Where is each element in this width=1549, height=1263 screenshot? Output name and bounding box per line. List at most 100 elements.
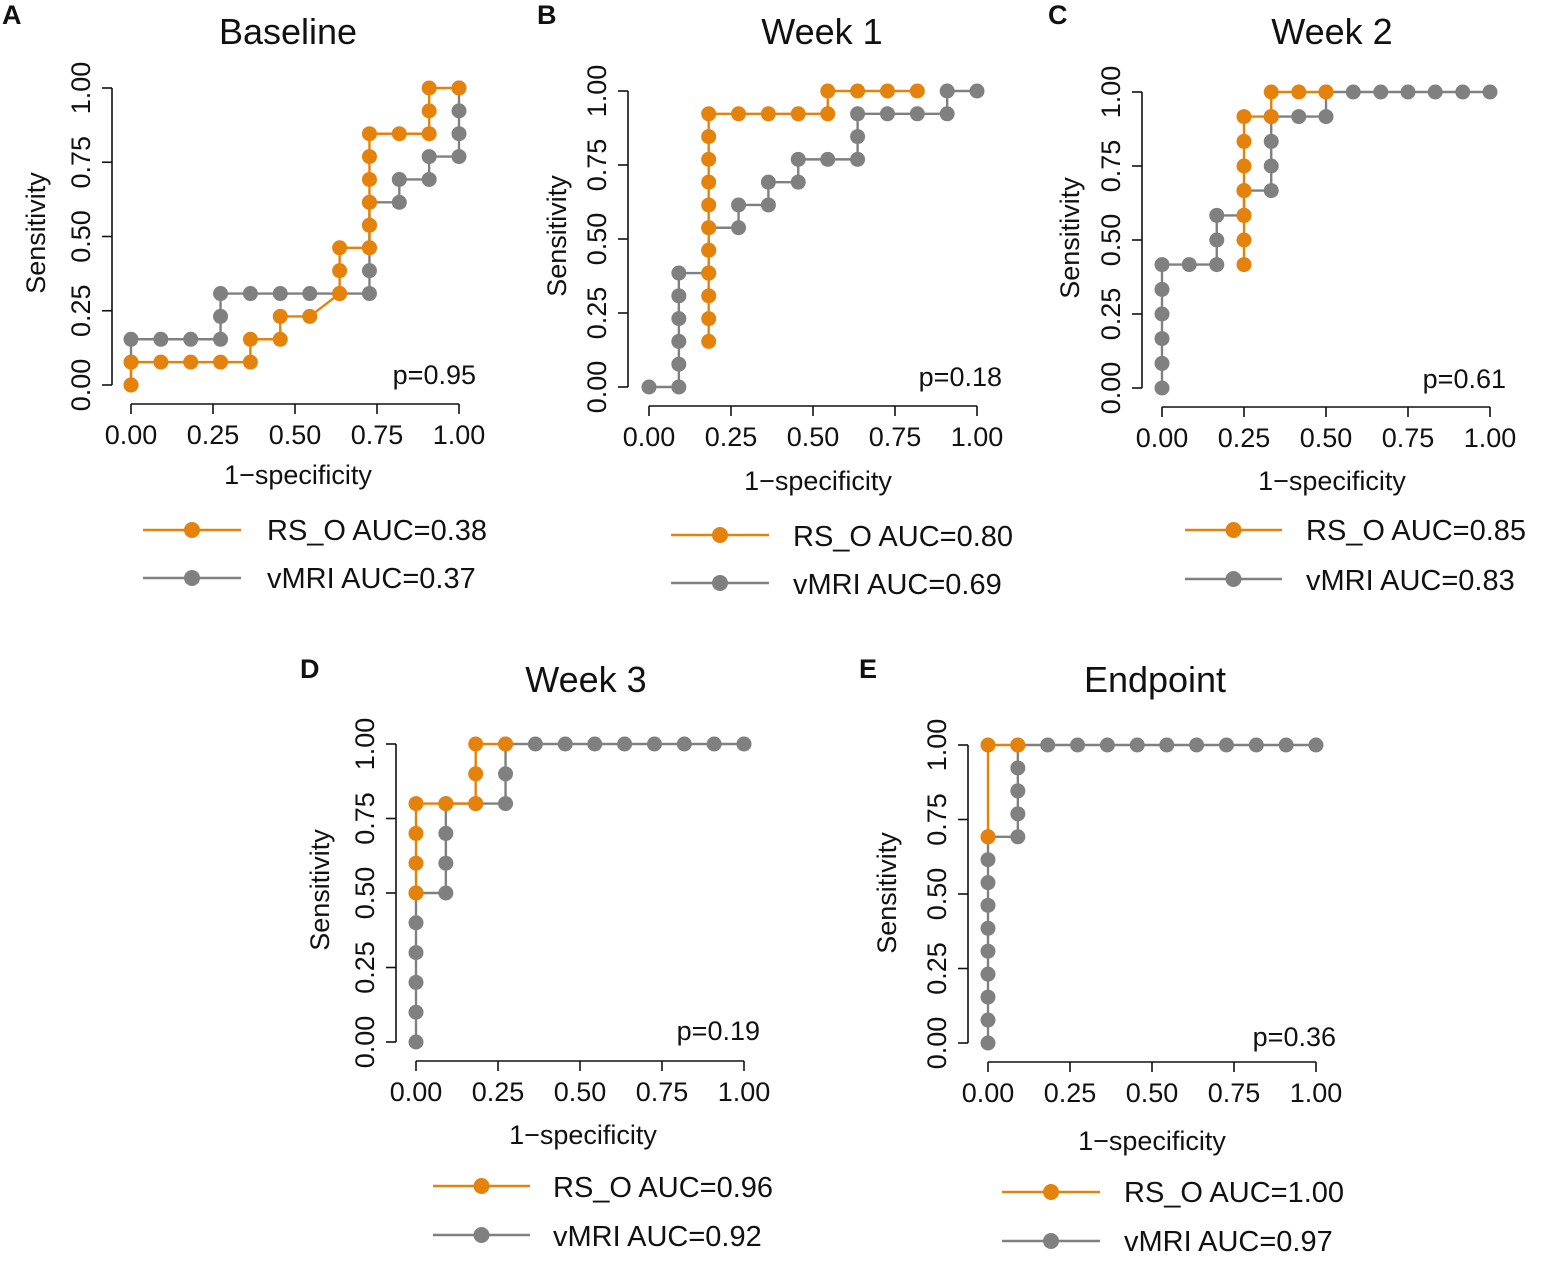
series-rs-o [408,736,514,901]
data-point [123,377,139,393]
data-point [646,736,662,752]
x-axis-label: 1−specificity [744,466,892,496]
data-point [671,311,687,327]
data-point [701,311,717,327]
data-point [302,286,318,302]
data-point [213,286,229,302]
data-point [701,151,717,167]
y-tick-label: 0.25 [66,284,96,337]
panel-baseline: A Baseline Sensitivity 1−specificity p=0… [2,0,487,595]
y-tick-label: 0.50 [66,210,96,263]
data-point [451,126,467,142]
x-tick-label: 0.75 [636,1077,689,1107]
legend-label-vmri: vMRI AUC=0.69 [793,569,1002,601]
legend-label-rs-o: RS_O AUC=1.00 [1124,1177,1344,1209]
panel-week-3: D Week 3 Sensitivity 1−specificity p=0.1… [300,654,773,1253]
data-point [701,174,717,190]
data-point [790,174,806,190]
data-point [1154,355,1170,371]
data-point [1154,380,1170,396]
data-point [1129,737,1145,753]
data-point [790,151,806,167]
data-point [879,83,895,99]
y-tick-label: 0.00 [66,359,96,412]
data-point [850,151,866,167]
data-point [1248,737,1264,753]
panel-week-2: C Week 2 Sensitivity 1−specificity p=0.6… [1048,0,1526,597]
data-point [820,83,836,99]
data-point [1010,783,1026,799]
data-point [361,263,377,279]
data-point [527,736,543,752]
data-point [1010,829,1026,845]
data-point [1291,84,1307,100]
x-tick-label: 0.75 [1382,423,1435,453]
data-point [980,852,996,868]
plot-area: 0.00 0.25 0.50 0.75 1.00 0.00 0.25 0.50 0.75 1.00 [922,719,1342,1108]
data-point [1482,84,1498,100]
data-point [272,331,288,347]
data-point [332,263,348,279]
data-point [408,915,424,931]
data-point [421,103,437,119]
data-point [1189,737,1205,753]
data-point [468,736,484,752]
series-line [414,742,506,893]
data-point [701,333,717,349]
x-axis-label: 1−specificity [224,460,372,490]
x-tick-label: 0.00 [105,420,158,450]
series-rs-o [701,83,925,349]
series-vmri [641,83,985,395]
y-tick-label: 0.50 [350,867,380,920]
legend-key-marker [184,522,200,538]
x-tick-label: 1.00 [951,422,1004,452]
data-point [980,943,996,959]
data-point [701,220,717,236]
panel-title: Week 2 [1271,11,1392,52]
legend-label-rs-o: RS_O AUC=0.85 [1306,515,1526,547]
data-point [671,288,687,304]
x-axis-label: 1−specificity [1078,1126,1226,1156]
y-tick-label: 0.25 [922,942,952,995]
y-tick-label: 1.00 [350,718,380,771]
data-point [1318,84,1334,100]
data-point [213,354,229,370]
x-tick-label: 0.50 [554,1077,607,1107]
data-point [421,80,437,96]
data-point [1010,806,1026,822]
p-value: p=0.61 [1423,364,1506,394]
series-rs-o [1236,84,1334,273]
x-tick-label: 0.25 [187,420,240,450]
series-vmri [123,80,467,393]
data-point [183,354,199,370]
data-point [1010,760,1026,776]
x-tick-label: 0.50 [1126,1078,1179,1108]
x-tick-label: 0.00 [962,1078,1015,1108]
y-axis-label: Sensitivity [21,172,51,294]
legend-label-rs-o: RS_O AUC=0.38 [267,515,487,547]
y-axis-label: Sensitivity [542,175,572,297]
y-tick-label: 0.00 [1096,362,1126,415]
data-point [408,1034,424,1050]
y-tick-label: 1.00 [1096,66,1126,119]
data-point [1236,133,1252,149]
data-point [1236,207,1252,223]
data-point [909,83,925,99]
data-point [361,217,377,233]
data-point [980,897,996,913]
x-tick-label: 0.50 [787,422,840,452]
data-point [1209,232,1225,248]
data-point [361,194,377,210]
data-point [438,796,454,812]
data-point [1427,84,1443,100]
series-vmri [980,737,1324,1051]
y-tick-label: 0.50 [582,213,612,266]
data-point [790,106,806,122]
x-tick-label: 0.75 [869,422,922,452]
data-point [408,796,424,812]
data-point [1236,257,1252,273]
data-point [980,737,996,753]
data-point [421,126,437,142]
data-point [1263,183,1279,199]
y-tick-label: 1.00 [582,65,612,118]
